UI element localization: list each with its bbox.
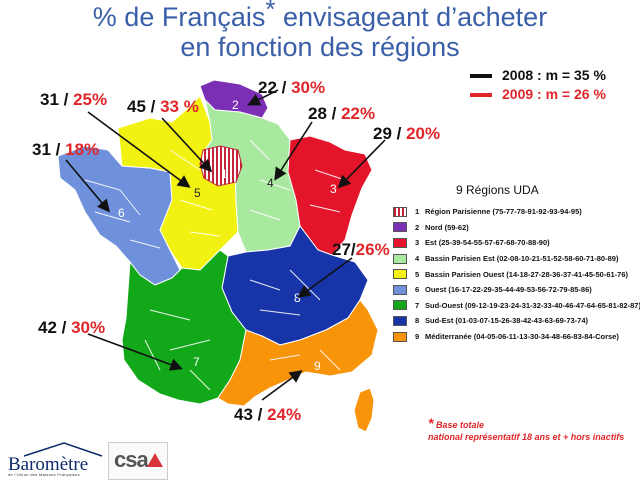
uda-legend-text-4: Bassin Parisien Est (02-08-10-21-51-52-5…	[425, 254, 619, 264]
region-9-corse	[353, 387, 375, 433]
uda-legend-swatch-9	[393, 331, 407, 342]
title-line1-part1: % de Français	[92, 2, 266, 32]
uda-legend-item-1: 1 Région Parisienne (75-77-78-91-92-93-94…	[393, 204, 638, 220]
uda-legend-item-5: 5 Bassin Parisien Ouest (14-18-27-28-36-3…	[393, 266, 638, 282]
legend-2008-swatch	[470, 73, 492, 78]
legend-2009: 2009 : m = 26 %	[470, 85, 606, 104]
region-number-8: 8	[294, 291, 301, 305]
uda-legend-number-4: 4	[415, 254, 420, 264]
title-line1-part2: envisageant d’acheter	[275, 2, 548, 32]
chart-title: % de Français* envisageant d’acheter en …	[0, 0, 640, 62]
arrow-region-1	[161, 117, 213, 173]
region-number-5: 5	[194, 186, 201, 200]
uda-legend-text-2: Nord (59-62)	[425, 222, 469, 232]
region-9-mediterranee	[217, 299, 379, 407]
value-label-region-6: 31 / 18%	[32, 140, 100, 159]
uda-legend-swatch-6	[393, 284, 407, 295]
uda-legend-number-9: 9	[415, 332, 420, 342]
value-label-region-9: 43 / 24%	[234, 405, 302, 424]
arrow-region-5	[87, 111, 191, 188]
region-number-3: 3	[330, 182, 337, 196]
arrow-region-4	[274, 121, 313, 181]
arrow-region-6	[65, 159, 111, 213]
year-legend: 2008 : m = 35 % 2009 : m = 26 %	[470, 66, 606, 104]
title-line2: en fonction des régions	[180, 32, 460, 62]
arrow-region-2	[247, 89, 279, 106]
region-3-est	[287, 135, 373, 256]
uda-legend-number-3: 3	[415, 238, 420, 248]
arrow-region-8	[297, 257, 353, 298]
uda-legend-swatch-7	[393, 300, 407, 311]
csa-logo-mark-icon	[147, 453, 163, 467]
region-number-1: 1	[221, 167, 228, 181]
uda-legend-text-6: Ouest (16-17-22-29-35-44-49-53-56-72-79-…	[425, 285, 592, 295]
uda-legend-text-5: Bassin Parisien Ouest (14-18-27-28-36-37…	[425, 269, 629, 279]
legend-2008: 2008 : m = 35 %	[470, 66, 606, 85]
csa-logo: csa	[108, 442, 168, 480]
uda-legend-text-1: Région Parisienne (75-77-78-91-92-93-94-…	[425, 207, 582, 217]
footnote-line1: Base totale	[435, 420, 484, 430]
region-number-2: 2	[232, 98, 239, 112]
uda-legend-item-4: 4 Bassin Parisien Est (02-08-10-21-51-52-…	[393, 251, 638, 267]
barometre-logo-text: Baromètre	[8, 454, 89, 475]
region-number-4: 4	[267, 176, 274, 190]
value-label-region-8: 27/26%	[332, 240, 390, 259]
uda-legend-text-8: Sud-Est (01-03-07-15-26-38-42-43-63-69-7…	[425, 316, 588, 326]
value-label-region-5: 31 / 25%	[40, 90, 108, 109]
footnote-line2: national représentatif 18 ans et + hors …	[428, 432, 625, 442]
region-number-6: 6	[118, 206, 125, 220]
uda-legend-number-8: 8	[415, 316, 420, 326]
legend-2009-label: 2009 : m = 26 %	[502, 86, 606, 102]
uda-legend-text-3: Est (25-39-54-55-57-67-68-70-88-90)	[425, 238, 550, 248]
value-label-region-7: 42 / 30%	[38, 318, 106, 337]
uda-legend-swatch-4	[393, 253, 407, 264]
arrow-region-7	[87, 333, 184, 371]
region-number-9: 9	[314, 359, 321, 373]
legend-2008-label: 2008 : m = 35 %	[502, 67, 606, 83]
uda-legend-number-1: 1	[415, 207, 420, 217]
barometre-logo-subtitle: de l’Union des Maisons Françaises	[8, 472, 80, 477]
barometre-logo: Baromètre de l’Union des Maisons Françai…	[4, 440, 104, 478]
uda-legend-number-7: 7	[415, 300, 420, 310]
callout-arrows	[65, 89, 386, 401]
footnote-asterisk: *	[428, 415, 434, 431]
csa-logo-text: csa	[114, 447, 149, 472]
value-label-region-4: 28 / 22%	[308, 104, 376, 123]
uda-legend-number-5: 5	[415, 269, 420, 279]
legend-2009-swatch	[470, 92, 492, 97]
uda-legend-number-2: 2	[415, 222, 420, 232]
house-roof-icon	[23, 442, 103, 457]
uda-legend-item-2: 2 Nord (59-62)	[393, 220, 638, 236]
uda-legend-text-9: Méditerranée (04-05-06-11-13-30-34-48-66…	[425, 332, 619, 342]
uda-legend-swatch-8	[393, 315, 407, 326]
region-number-labels: 1 2 3 4 5 6 7 8 9	[118, 98, 337, 373]
arrow-region-9	[261, 370, 303, 401]
arrow-region-3	[337, 139, 386, 189]
value-label-region-3: 29 / 20%	[373, 124, 441, 143]
footnote: * Base totale national représentatif 18 …	[428, 415, 625, 443]
uda-legend-swatch-5	[393, 269, 407, 280]
uda-legend-item-9: 9 Méditerranée (04-05-06-11-13-30-34-48-6…	[393, 329, 638, 345]
uda-legend-item-6: 6 Ouest (16-17-22-29-35-44-49-53-56-72-79…	[393, 282, 638, 298]
uda-legend-item-7: 7 Sud-Ouest (09-12-19-23-24-31-32-33-40-4…	[393, 298, 640, 314]
region-number-7: 7	[193, 355, 200, 369]
uda-legend-text-7: Sud-Ouest (09-12-19-23-24-31-32-33-40-46…	[425, 300, 640, 310]
department-borders	[84, 139, 346, 391]
uda-legend-swatch-1	[393, 206, 407, 217]
uda-regions-legend: 9 Régions UDA 1 Région Parisienne (75-77-…	[393, 183, 640, 345]
uda-legend-swatch-3	[393, 237, 407, 248]
title-asterisk: *	[265, 0, 276, 24]
value-label-region-1: 45 / 33 %	[127, 97, 199, 116]
value-label-region-2: 22 / 30%	[258, 78, 326, 97]
uda-legend-item-8: 8 Sud-Est (01-03-07-15-26-38-42-43-63-69-…	[393, 313, 638, 329]
uda-legend-swatch-2	[393, 222, 407, 233]
uda-legend-number-6: 6	[415, 285, 420, 295]
uda-legend-title: 9 Régions UDA	[456, 183, 539, 197]
uda-legend-item-3: 3 Est (25-39-54-55-57-67-68-70-88-90)	[393, 235, 638, 251]
